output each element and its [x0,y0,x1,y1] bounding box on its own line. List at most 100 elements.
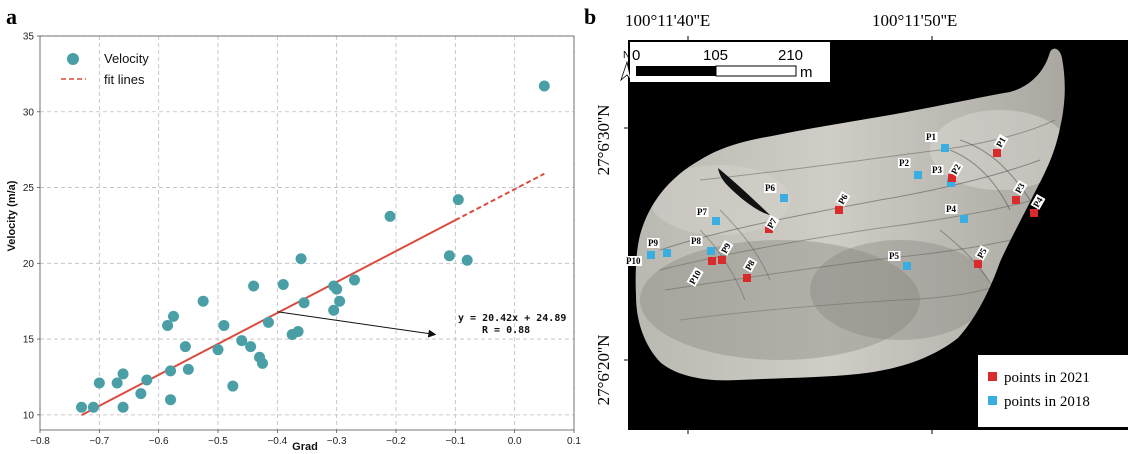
scatter-point [538,80,550,92]
scale-bar: 0 105 210 m [630,42,830,82]
x-axis-title: Grad [292,441,318,453]
legend-2021-marker [988,372,997,381]
scatter-point [165,394,177,406]
point-2018-p2-label: P2 [899,158,909,168]
scatter-point [162,319,174,331]
scatter-point [298,297,310,309]
y-axis-ticks: 10 15 20 25 30 35 [23,32,40,421]
point-2021-p8-marker [743,274,751,282]
point-2021-p2-label-bg [948,161,964,177]
scatter-point [87,401,99,413]
scatter-point [348,274,360,286]
x-tick-label: −0.7 [89,436,109,447]
scatter-point [179,341,191,353]
scatter-point [328,304,340,316]
point-2021-p10-marker [708,257,716,265]
scatter-point [218,319,230,331]
north-arrow-label: N [623,50,630,61]
latitude-label-2: 27°6'20''N [594,335,613,406]
annotation-arrow [277,311,437,338]
scatter-point [236,335,248,347]
scatter-point [295,253,307,265]
point-2021-p2-marker [948,174,956,182]
scatter-point [248,280,260,292]
x-tick-label: −0.3 [327,436,347,447]
point-2021-p7-marker [765,225,773,233]
scale-segment-1 [636,66,716,76]
point-2021-p4-marker [1030,209,1038,217]
legend-fit-label: fit lines [104,72,145,87]
point-2018-p6-label-bg [764,183,777,193]
scatter-point [443,250,455,262]
point-2018-p3-label: P3 [932,165,942,175]
legend-2018-marker [988,396,997,405]
point-2018-p9-marker [663,249,671,257]
scatter-point [182,363,194,375]
scatter-point [227,380,239,392]
point-2018-p9-label-bg [647,238,660,248]
y-tick-label: 30 [23,107,35,118]
scatter-point [331,283,343,295]
scale-label-210: 210 [778,47,803,64]
point-2021-p3-marker [1012,196,1020,204]
point-2021-p8-label-bg [742,257,758,273]
map-legend-box [978,355,1130,427]
point-2018-p1-label: P1 [926,132,936,142]
scatter-point [135,388,147,400]
scale-label-105: 105 [703,47,728,64]
scatter-point [212,344,224,356]
x-tick-label: 0.0 [508,436,522,447]
point-2021-p9-label-bg [718,240,734,256]
point-2021-p3-label-bg [1012,180,1028,196]
scatter-point [117,368,129,380]
point-2018-p2-label-bg [898,158,911,168]
y-tick-label: 10 [23,410,35,421]
chart-legend: Velocity fit lines [61,51,149,87]
point-2018-p7-label: P7 [697,207,707,217]
point-2021-p5-marker [974,260,982,268]
fit-line-dashed [454,172,545,222]
fit-equation: y = 20.42x + 24.89 [458,313,566,324]
point-2018-p5-marker [903,262,911,270]
y-tick-label: 25 [23,183,35,194]
point-2018-p10-label: P10 [626,256,641,266]
x-tick-label: 0.1 [567,436,581,447]
point-2018-p8-marker [707,247,715,255]
point-2021-p5-label-bg [974,245,990,261]
scatter-point [168,310,179,322]
plot-frame [39,35,575,431]
scatter-point [292,326,304,337]
point-2021-p1-label-bg [993,134,1009,150]
point-2018-p10-marker [647,251,655,259]
scatter-point [76,401,88,413]
x-tick-label: −0.4 [267,436,287,447]
x-tick-label: −0.8 [30,436,50,447]
panel-a-letter: a [6,4,17,29]
x-tick-label: −0.1 [445,436,465,447]
scale-unit: m [800,64,813,81]
point-2018-p6-marker [780,194,788,202]
point-2018-p5-label: P5 [889,251,899,261]
point-2018-p4-marker [960,215,968,223]
point-2021-p7-label-bg [764,215,780,231]
scatter-point [461,254,473,266]
scatter-point [141,374,153,386]
scatter-point [93,377,105,389]
longitude-label-2: 100°11'50''E [872,11,957,30]
y-tick-label: 20 [23,259,35,270]
scatter-point [452,194,464,206]
panel-b-letter: b [584,4,596,29]
scatter-point [165,365,177,377]
point-2018-p6-label: P6 [765,183,775,193]
fit-annotation: y = 20.42x + 24.89 R = 0.88 [277,311,566,338]
point-2021-p6-label-bg [835,191,851,207]
map-points: P1P2P3P4P5P6P7P8P9P10P1P2P3P4P5P6P7P8P9P… [625,132,1046,287]
legend-2018-label: points in 2018 [1004,394,1090,410]
point-2018-p4-label: P4 [946,204,956,214]
point-2021-p4-label-bg [1030,194,1046,210]
x-tick-label: −0.5 [208,436,228,447]
point-2018-p7-label-bg [696,207,709,217]
fit-r-value: R = 0.88 [482,325,530,336]
glacier-crevasse [718,168,770,215]
